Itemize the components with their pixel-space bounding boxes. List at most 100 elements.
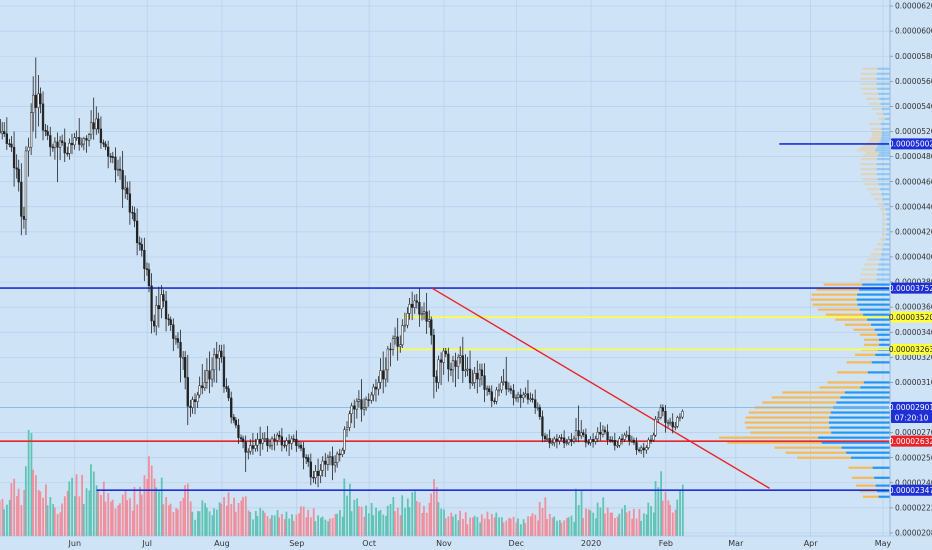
volume-bar [660,471,663,536]
candle [261,432,264,450]
candle [17,159,20,192]
volume-bar [401,495,404,536]
volume-bar [433,479,435,536]
volume-bar [314,521,317,536]
volume-profile-bar-blue [841,446,890,449]
candle-body [350,405,353,415]
candle-body [502,381,505,383]
candle [425,292,428,334]
candle [179,329,182,383]
candle [574,417,578,443]
volume-bar [230,504,233,536]
volume-bar [602,497,605,536]
candle-body [389,348,392,351]
candle-body [280,436,284,446]
candle-body [399,344,402,347]
volume-bar [502,522,505,536]
candle [138,236,141,251]
volume-bar [350,511,353,536]
candle-body [406,313,409,326]
candle-body [514,397,518,399]
candle-body [558,437,561,442]
candle [198,376,201,399]
volume-bar [674,509,677,536]
volume-profile-bar-orange [852,476,875,479]
candle-body [611,439,614,442]
candle [399,335,402,353]
candle-body [606,431,609,441]
volume-profile-bar-orange [855,484,876,487]
volume-bar [233,497,236,536]
volume-profile-bar-blue [831,431,890,434]
candle-body [336,453,339,463]
volume-profile-bar-blue [829,416,890,419]
volume-profile-bar-blue [876,278,890,281]
candle [256,433,259,452]
volume-bar [285,511,288,536]
candle [343,426,346,454]
candle [205,358,209,389]
volume-profile-bar-orange [774,446,842,449]
volume-bar [61,503,63,536]
volume-profile-bar-blue [878,183,890,186]
volume-profile-bar-blue [857,303,890,306]
candle [545,433,549,442]
candle [249,439,252,455]
volume-bar [85,488,88,536]
candle-body [531,398,534,400]
x-tick-label: Feb [659,539,673,548]
volume-bar [107,493,110,536]
volume-bar [551,517,554,536]
candle-body [497,389,501,392]
volume-profile-bar-blue [836,401,890,404]
volume-profile-bar-blue [876,72,890,75]
candle-body [17,168,20,183]
candle [60,134,64,146]
volume-profile-bar-blue [878,263,890,266]
volume-profile [719,67,890,498]
candle [292,434,295,443]
candle [276,432,279,446]
volume-bar [126,500,129,536]
volume-profile-bar-blue [880,139,890,142]
candle-body [567,439,570,443]
candle-body [526,393,530,400]
volume-bar [609,512,612,536]
candle-body [461,355,464,371]
y-tick-label: 0.00003100 [895,378,932,387]
candle-body [678,416,682,419]
candle-body [201,385,204,389]
candle-body [676,417,679,427]
candle-body [471,382,474,384]
volume-profile-bar-blue [881,253,890,256]
candle-body [536,407,539,409]
candle-body [382,370,385,380]
candle [328,451,332,466]
volume-bar [501,517,503,536]
x-tick-label: Nov [436,539,452,548]
volume-profile-bar-orange [873,248,883,251]
price-label-badge: 0.00002901 [889,401,932,413]
candle-body [99,128,103,144]
candle [53,137,57,160]
candle [401,319,404,348]
y-tick-label: 0.00005400 [895,102,932,111]
candle-body [331,456,334,466]
candle-body [616,444,619,447]
candle [457,354,460,380]
candle-body [509,388,513,391]
candle [642,442,645,458]
candle-body [0,119,1,134]
x-tick-label: Sep [289,539,304,548]
candle [348,410,351,432]
candle-body [635,442,638,451]
price-label-badge-bg [891,484,932,496]
candle-body [174,338,178,340]
candle-body [56,141,59,148]
volume-bar [310,517,312,536]
candle [551,438,554,446]
candle-body [524,393,527,396]
candle-body [439,359,443,363]
candle-body [577,430,580,437]
volume-bar [582,517,585,536]
